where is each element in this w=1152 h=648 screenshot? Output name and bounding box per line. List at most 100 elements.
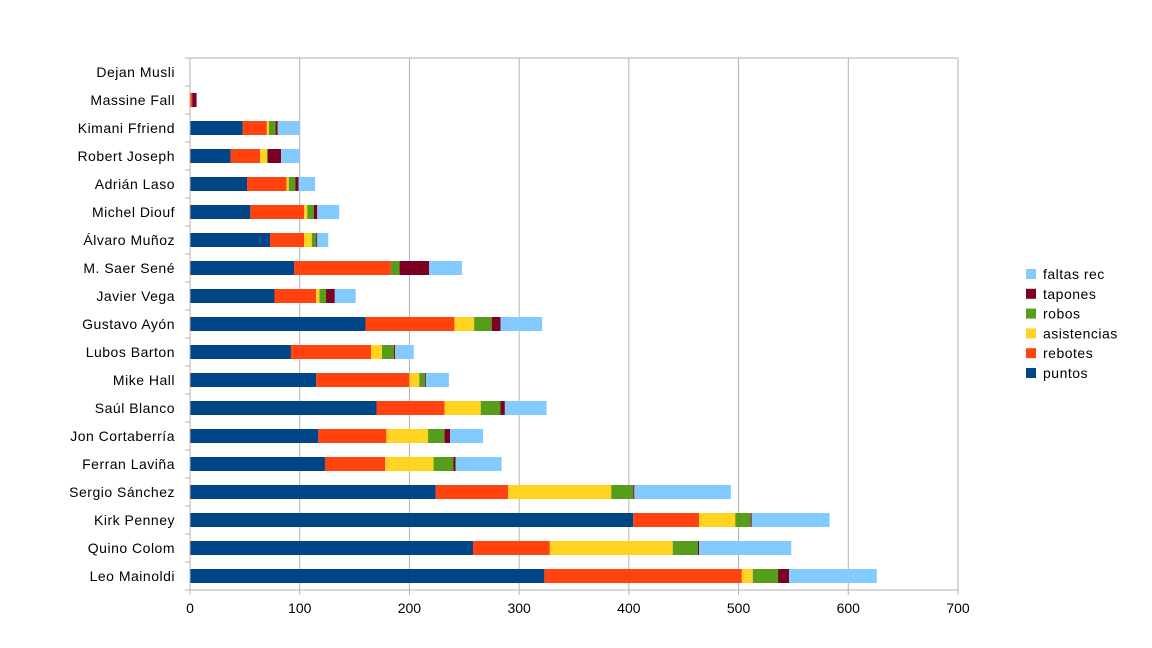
bar-tapones-14 (453, 457, 456, 471)
bar-asistencias-3 (260, 149, 267, 163)
bar-puntos-16 (190, 513, 634, 527)
bar-puntos-10 (190, 345, 291, 359)
bar-tapones-5 (313, 205, 318, 219)
bar-asistencias-12 (444, 401, 481, 415)
bar-tapones-7 (399, 261, 430, 275)
category-label: Leo Mainoldi (90, 568, 175, 584)
bar-rebotes-8 (274, 289, 317, 303)
legend-label-rebotes: rebotes (1043, 345, 1093, 361)
bar-asistencias-11 (409, 373, 420, 387)
bar-faltas-rec-2 (277, 121, 300, 135)
bar-asistencias-14 (385, 457, 434, 471)
bar-rebotes-11 (316, 373, 410, 387)
bar-rebotes-4 (247, 177, 287, 191)
bar-asistencias-5 (304, 205, 308, 219)
bar-tapones-2 (275, 121, 278, 135)
bar-asistencias-18 (741, 569, 753, 583)
category-label: Saúl Blanco (95, 400, 175, 416)
bar-puntos-11 (190, 373, 317, 387)
bar-puntos-5 (190, 205, 251, 219)
bar-faltas-rec-17 (699, 541, 792, 555)
bar-faltas-rec-18 (789, 569, 877, 583)
bar-faltas-rec-5 (317, 205, 340, 219)
legend-label-asistencias: asistencias (1043, 325, 1118, 341)
bar-tapones-16 (750, 513, 752, 527)
bar-tapones-10 (394, 345, 396, 359)
bar-faltas-rec-15 (634, 485, 731, 499)
category-label: Quino Colom (88, 540, 175, 556)
bar-robos-8 (319, 289, 327, 303)
bar-asistencias-8 (316, 289, 320, 303)
bar-robos-6 (311, 233, 317, 247)
bar-tapones-11 (424, 373, 426, 387)
bar-rebotes-3 (230, 149, 261, 163)
bar-asistencias-17 (549, 541, 673, 555)
bar-robos-14 (433, 457, 454, 471)
legend-swatch-asistencias (1026, 328, 1036, 339)
bar-asistencias-16 (699, 513, 736, 527)
bar-robos-5 (307, 205, 314, 219)
bar-puntos-6 (190, 233, 271, 247)
x-tick-label-300: 300 (507, 600, 531, 616)
category-label: Sergio Sánchez (69, 484, 175, 500)
bar-tapones-17 (697, 541, 700, 555)
bar-robos-12 (480, 401, 501, 415)
bar-puntos-13 (190, 429, 319, 443)
bar-robos-10 (382, 345, 395, 359)
bar-rebotes-1 (190, 93, 193, 107)
plot-frame (185, 57, 959, 591)
bar-faltas-rec-3 (281, 149, 300, 163)
bar-rebotes-6 (270, 233, 305, 247)
category-label: Robert Joseph (77, 148, 175, 164)
category-label: Lubos Barton (86, 344, 175, 360)
bar-robos-18 (752, 569, 779, 583)
bar-rebotes-16 (633, 513, 700, 527)
x-tick-label-600: 600 (837, 600, 861, 616)
legend-label-tapones: tapones (1043, 286, 1096, 302)
bar-puntos-7 (190, 261, 295, 275)
bar-puntos-4 (190, 177, 248, 191)
legend: faltas rec tapones robos asistencias rebotes… (1026, 266, 1118, 381)
bar-faltas-rec-11 (425, 373, 449, 387)
bar-puntos-14 (190, 457, 325, 471)
bar-faltas-rec-10 (395, 345, 414, 359)
category-label: Massine Fall (90, 92, 175, 108)
bar-tapones-12 (500, 401, 505, 415)
category-label: Adrián Laso (95, 176, 175, 192)
bar-robos-7 (390, 261, 400, 275)
bar-faltas-rec-14 (455, 457, 502, 471)
x-tick-label-100: 100 (288, 600, 312, 616)
category-label: Gustavo Ayón (82, 316, 175, 332)
bar-rebotes-7 (294, 261, 391, 275)
category-label: Kirk Penney (94, 512, 175, 528)
bar-puntos-3 (190, 149, 231, 163)
bar-robos-3 (266, 149, 268, 163)
x-tick-label-0: 0 (186, 600, 194, 616)
bar-puntos-12 (190, 401, 377, 415)
legend-swatch-tapones (1026, 288, 1036, 299)
x-axis-ticks: 0 100 200 300 400 500 600 700 (186, 590, 970, 616)
bar-robos-15 (611, 485, 634, 499)
bar-faltas-rec-16 (751, 513, 830, 527)
bars (190, 93, 877, 583)
bar-tapones-1 (192, 93, 197, 107)
bar-rebotes-5 (250, 205, 305, 219)
bar-tapones-13 (444, 429, 451, 443)
bar-faltas-rec-9 (500, 317, 543, 331)
bar-rebotes-10 (290, 345, 372, 359)
legend-label-puntos: puntos (1043, 365, 1088, 381)
bar-asistencias-13 (386, 429, 429, 443)
bar-rebotes-18 (544, 569, 742, 583)
bar-tapones-6 (316, 233, 318, 247)
bar-asistencias-2 (266, 121, 269, 135)
bar-faltas-rec-6 (317, 233, 329, 247)
category-label: Michel Diouf (92, 204, 175, 220)
category-label: Dejan Musli (96, 64, 175, 80)
legend-swatch-faltas-rec (1026, 269, 1036, 279)
bar-asistencias-10 (371, 345, 382, 359)
category-label: Ferran Laviña (82, 456, 175, 472)
x-tick-label-700: 700 (946, 600, 970, 616)
legend-swatch-puntos (1026, 368, 1036, 378)
x-tick-label-500: 500 (727, 600, 751, 616)
bar-asistencias-9 (454, 317, 475, 331)
